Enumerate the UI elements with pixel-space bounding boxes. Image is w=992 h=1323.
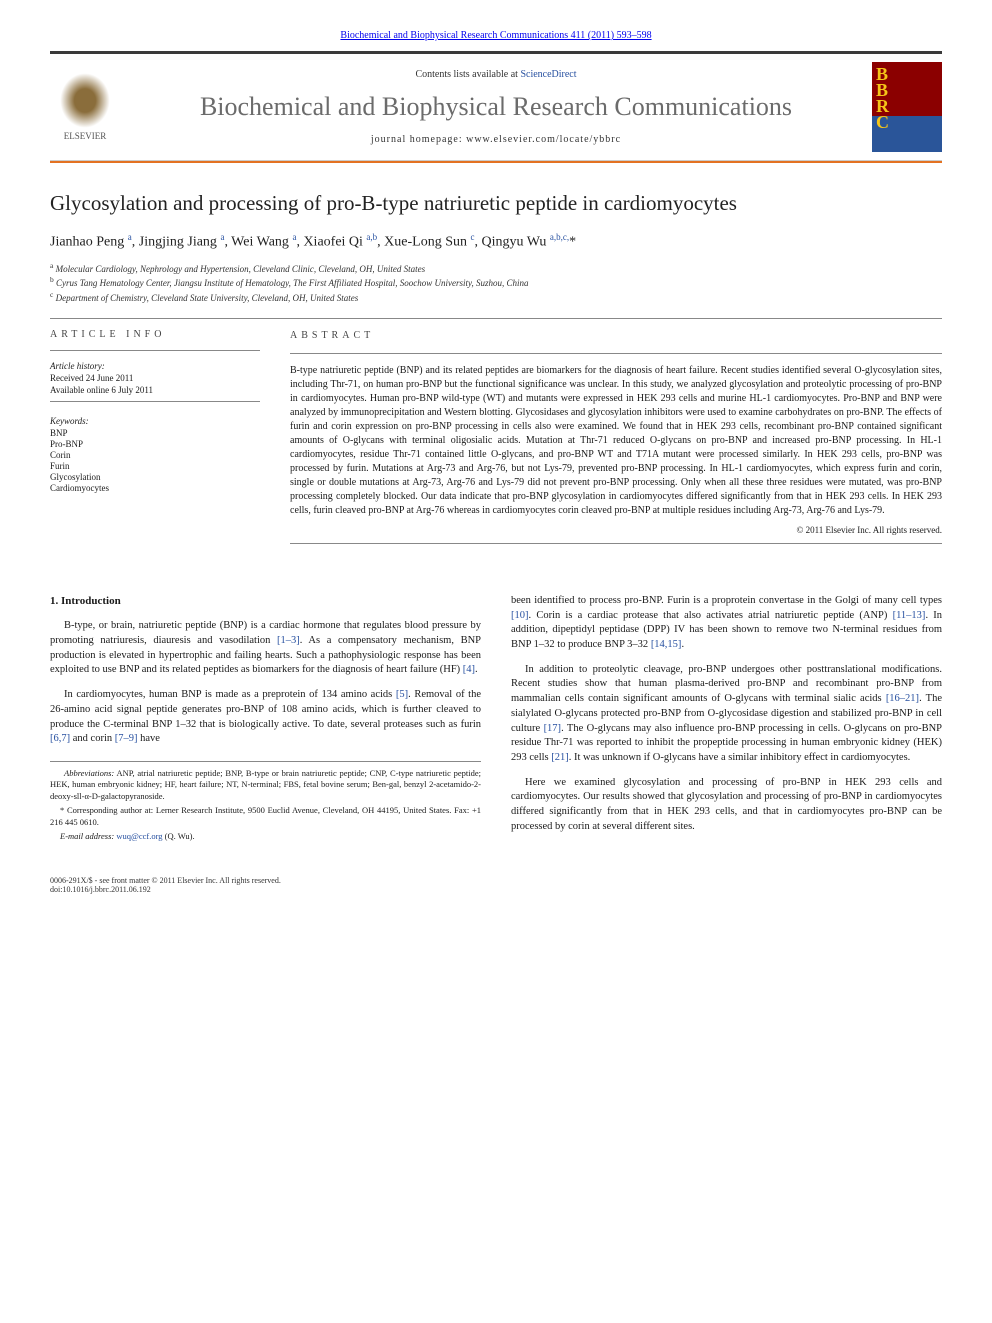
intro-heading: 1. Introduction [50,594,481,609]
body-paragraph: been identified to process pro-BNP. Furi… [511,594,942,653]
journal-title: Biochemical and Biophysical Research Com… [120,92,872,122]
doi-line: doi:10.1016/j.bbrc.2011.06.192 [50,885,942,894]
article-info-heading: article info [50,329,260,340]
body-paragraph: In cardiomyocytes, human BNP is made as … [50,688,481,747]
history-label: Article history: [50,361,260,371]
email-footnote: E-mail address: wuq@ccf.org (Q. Wu). [50,831,481,842]
bbrc-logo: B B R C [872,62,942,152]
keyword: Glycosylation [50,472,260,482]
history-line: Received 24 June 2011 [50,373,260,383]
abbrev-footnote: Abbreviations: ANP, atrial natriuretic p… [50,768,481,802]
divider [290,543,942,544]
abbrev-text: ANP, atrial natriuretic peptide; BNP, B-… [50,768,481,801]
contents-line: Contents lists available at ScienceDirec… [120,69,872,80]
elsevier-label: ELSEVIER [64,131,107,141]
body-paragraph: Here we examined glycosylation and proce… [511,776,942,835]
issn-line: 0006-291X/$ - see front matter © 2011 El… [50,876,942,885]
body-columns: 1. Introduction B-type, or brain, natriu… [50,594,942,846]
journal-ref-link[interactable]: Biochemical and Biophysical Research Com… [340,30,651,41]
homepage-line: journal homepage: www.elsevier.com/locat… [120,134,872,145]
corresponding-footnote: * Corresponding author at: Lerner Resear… [50,805,481,828]
affiliation: a Molecular Cardiology, Nephrology and H… [50,261,942,276]
divider [50,350,260,351]
keywords-list: BNP Pro-BNP Corin Furin Glycosylation Ca… [50,428,260,493]
divider [50,401,260,402]
email-link[interactable]: wuq@ccf.org [116,831,162,841]
info-abstract-row: article info Article history: Received 2… [50,329,942,554]
article-title: Glycosylation and processing of pro-B-ty… [50,191,942,216]
authors-line: Jianhao Peng a, Jingjing Jiang a, Wei Wa… [50,232,942,251]
right-column: been identified to process pro-BNP. Furi… [511,594,942,846]
left-column: 1. Introduction B-type, or brain, natriu… [50,594,481,846]
header-center: Contents lists available at ScienceDirec… [120,69,872,145]
abbrev-label: Abbreviations: [64,768,114,778]
keyword: BNP [50,428,260,438]
sciencedirect-link[interactable]: ScienceDirect [520,69,576,80]
affiliation: c Department of Chemistry, Cleveland Sta… [50,290,942,305]
header-bar: ELSEVIER Contents lists available at Sci… [50,51,942,161]
keyword: Furin [50,461,260,471]
email-suffix: (Q. Wu). [163,831,195,841]
email-label: E-mail address: [60,831,114,841]
divider [50,318,942,319]
body-paragraph: In addition to proteolytic cleavage, pro… [511,663,942,766]
affiliations: a Molecular Cardiology, Nephrology and H… [50,261,942,305]
bbrc-letter: C [876,114,938,130]
body-paragraph: B-type, or brain, natriuretic peptide (B… [50,619,481,678]
keywords-label: Keywords: [50,416,260,426]
article-info: article info Article history: Received 2… [50,329,260,554]
history-line: Available online 6 July 2011 [50,385,260,395]
keyword: Pro-BNP [50,439,260,449]
elsevier-tree-icon [60,73,110,128]
contents-prefix: Contents lists available at [415,69,520,80]
abstract-heading: abstract [290,329,942,343]
elsevier-logo: ELSEVIER [50,67,120,147]
abstract-copyright: © 2011 Elsevier Inc. All rights reserved… [290,524,942,537]
journal-reference: Biochemical and Biophysical Research Com… [50,30,942,41]
divider [290,353,942,354]
abstract: abstract B-type natriuretic peptide (BNP… [290,329,942,554]
keyword: Corin [50,450,260,460]
orange-divider [50,161,942,163]
footnotes: Abbreviations: ANP, atrial natriuretic p… [50,761,481,843]
affiliation: b Cyrus Tang Hematology Center, Jiangsu … [50,275,942,290]
keyword: Cardiomyocytes [50,483,260,493]
abstract-text: B-type natriuretic peptide (BNP) and its… [290,364,942,518]
